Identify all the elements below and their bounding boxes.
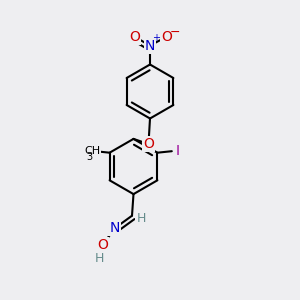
Text: H: H [136,212,146,225]
Text: 3: 3 [87,152,93,162]
Text: −: − [170,26,181,39]
Text: O: O [143,137,154,151]
Text: N: N [110,221,120,235]
Text: O: O [161,30,172,44]
Text: O: O [129,30,140,44]
Text: CH: CH [84,146,101,156]
Text: O: O [98,238,108,252]
Text: +: + [152,33,160,43]
Text: N: N [145,39,155,52]
Text: I: I [175,144,179,158]
Text: H: H [95,252,105,265]
Text: O: O [88,144,99,158]
